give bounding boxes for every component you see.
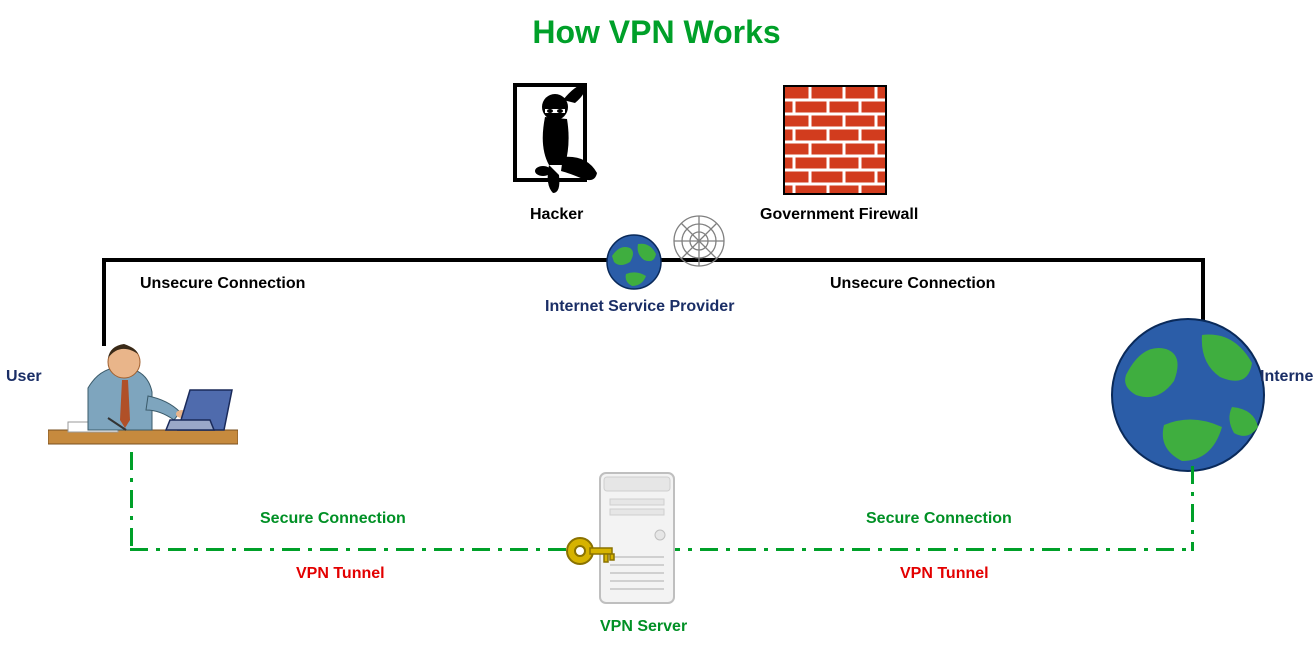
secure-label-left: Secure Connection: [260, 510, 406, 528]
vpn-server-label: VPN Server: [600, 618, 687, 636]
user-icon: [48, 330, 238, 460]
unsecure-label-right: Unsecure Connection: [830, 275, 995, 293]
tunnel-label-left: VPN Tunnel: [296, 565, 385, 583]
firewall-label: Government Firewall: [760, 206, 918, 224]
hacker-node: [505, 75, 615, 205]
hacker-label: Hacker: [530, 206, 583, 224]
server-icon: [560, 465, 700, 615]
page-title: How VPN Works: [0, 14, 1313, 51]
isp-label: Internet Service Provider: [545, 298, 734, 316]
isp-node: [596, 208, 736, 303]
firewall-node: [780, 80, 890, 205]
secure-label-right: Secure Connection: [866, 510, 1012, 528]
hacker-icon: [505, 75, 615, 200]
internet-label: Internet: [1260, 368, 1313, 386]
internet-node: [1108, 315, 1268, 480]
secure-line-right-up: [1191, 466, 1194, 551]
user-label: User: [6, 368, 42, 386]
secure-line-left-up: [130, 452, 133, 551]
firewall-icon: [780, 80, 890, 200]
user-node: [48, 330, 238, 465]
isp-icon: [596, 208, 736, 298]
globe-icon: [1108, 315, 1268, 475]
tunnel-label-right: VPN Tunnel: [900, 565, 989, 583]
vpn-server-node: [560, 465, 700, 620]
unsecure-label-left: Unsecure Connection: [140, 275, 305, 293]
